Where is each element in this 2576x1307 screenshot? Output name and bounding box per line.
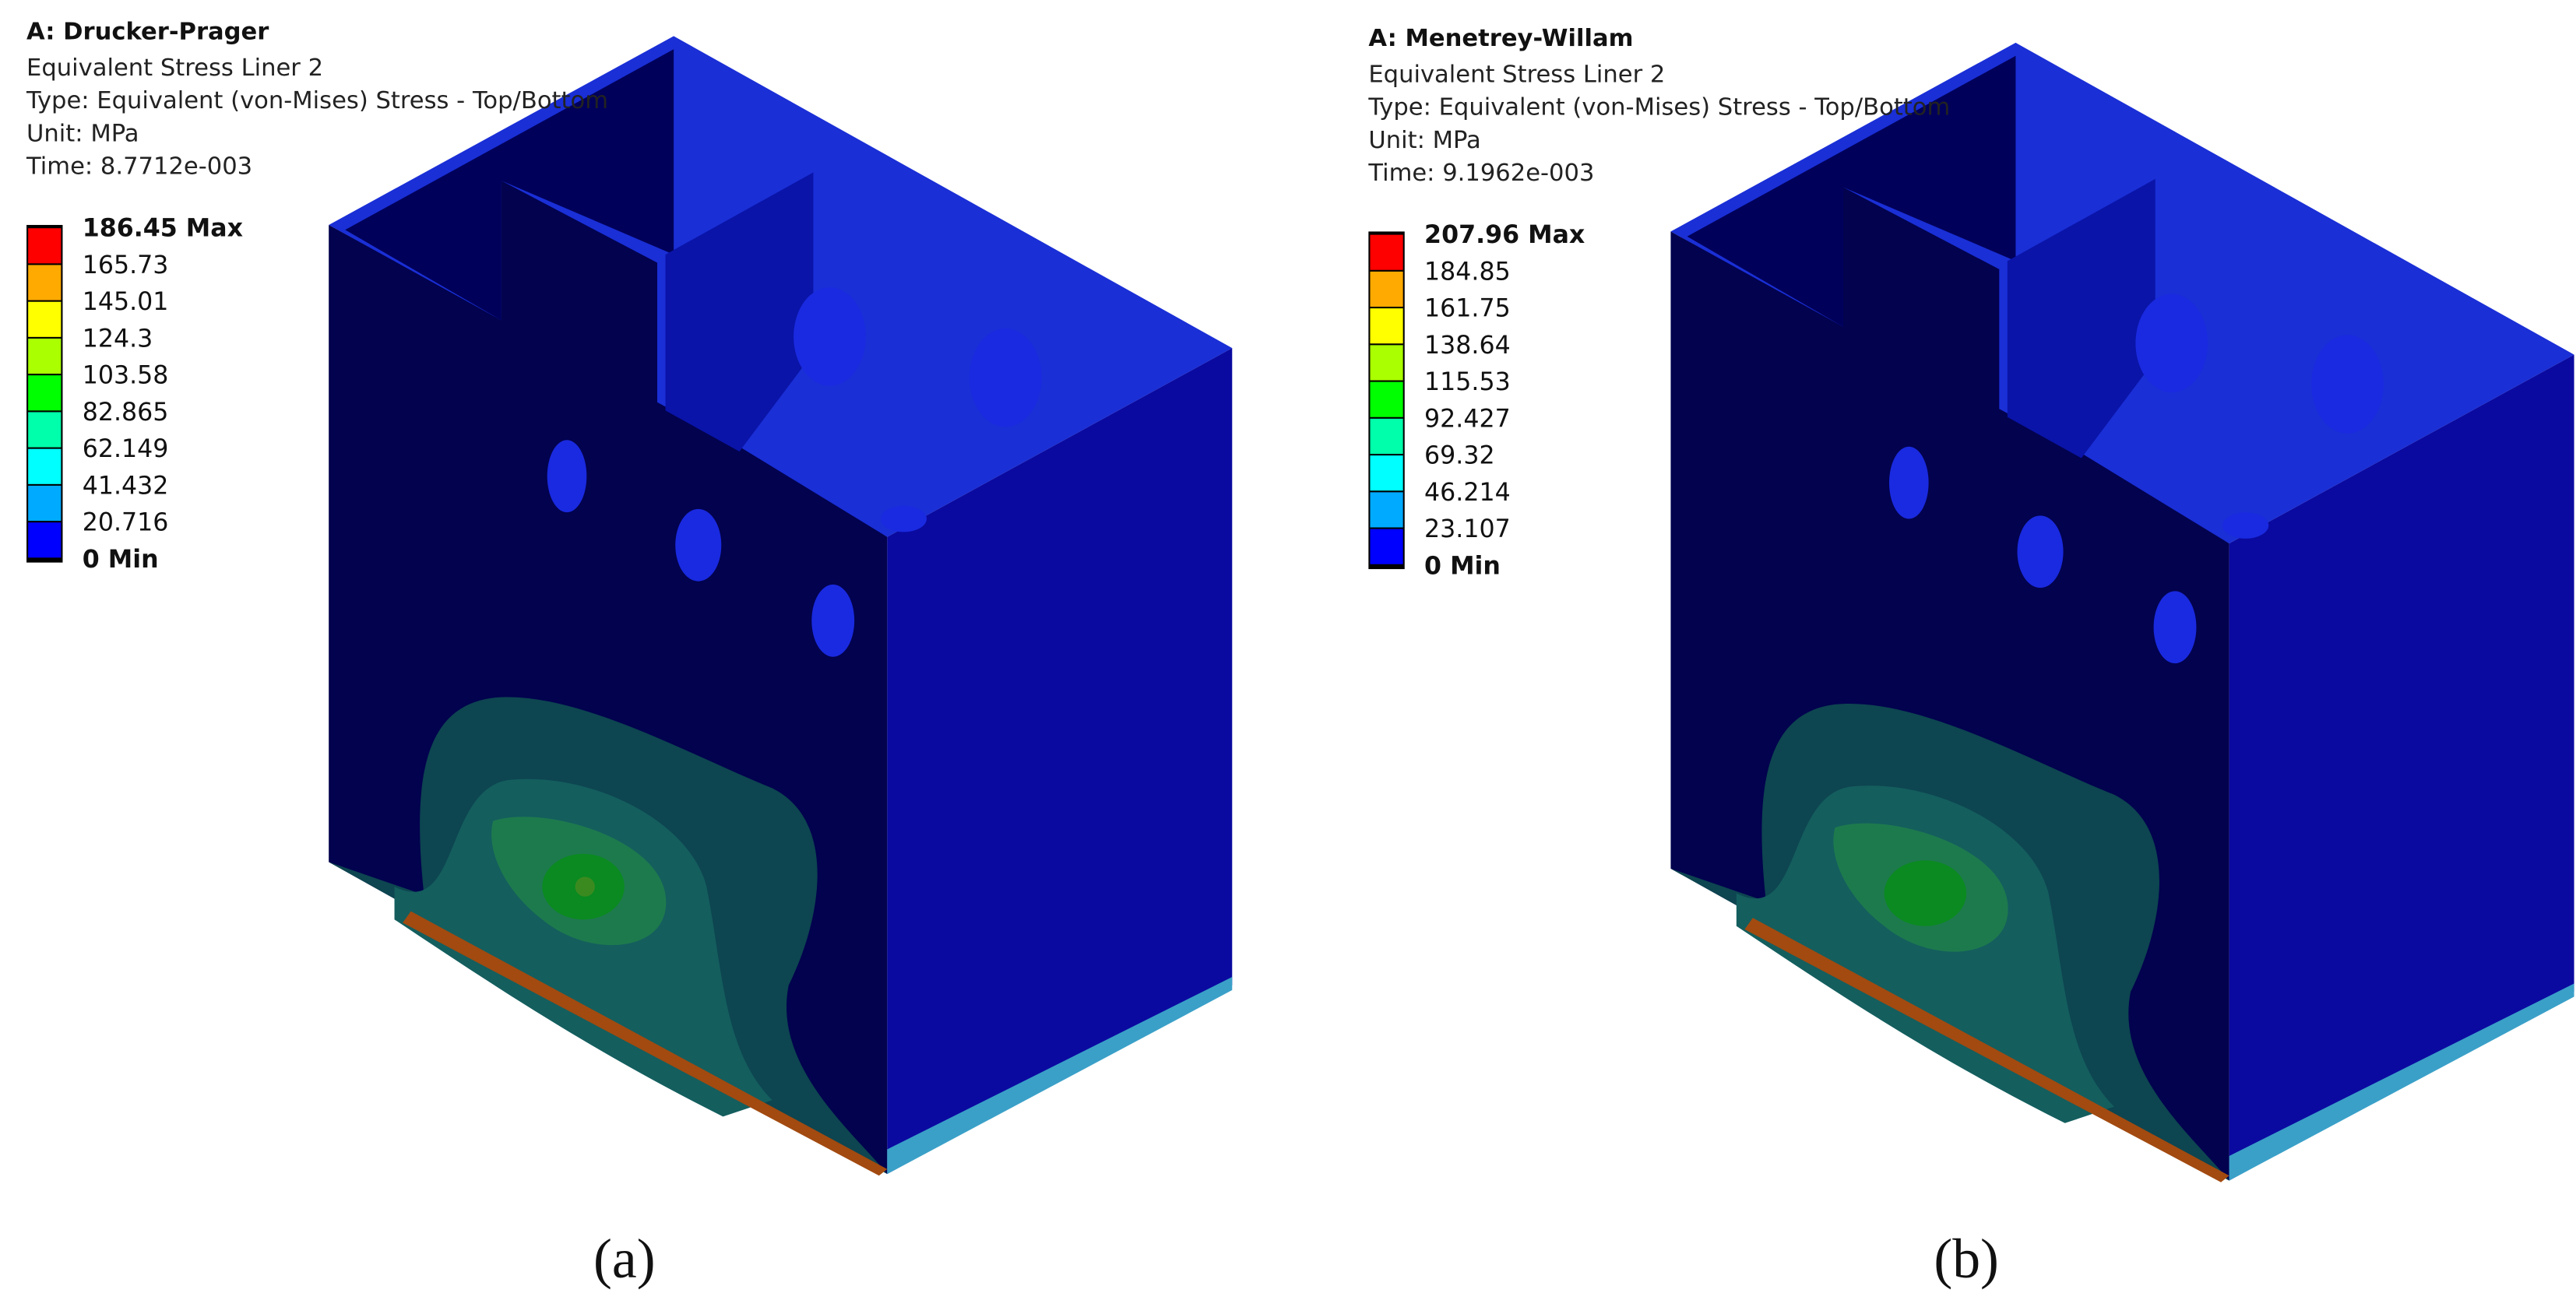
legend-label: 165.73 xyxy=(83,251,169,279)
model-hole xyxy=(547,440,587,513)
legend-swatch xyxy=(28,301,62,337)
model-right-face xyxy=(2229,354,2574,1181)
panel-caption: (b) xyxy=(1934,1228,1999,1290)
legend-swatch xyxy=(28,448,62,484)
legend-label: 0 Min xyxy=(1424,552,1501,580)
legend-label: 82.865 xyxy=(83,399,169,427)
result-info: Type: Equivalent (von-Mises) Stress - To… xyxy=(1367,94,1950,121)
panel-caption: (a) xyxy=(593,1228,656,1290)
model-inner-back xyxy=(345,49,674,321)
legend-label: 46.214 xyxy=(1424,479,1511,507)
result-info: Type: Equivalent (von-Mises) Stress - To… xyxy=(26,87,608,114)
legend-label: 138.64 xyxy=(1424,332,1511,360)
model-hole xyxy=(880,505,927,532)
model-inner-wall xyxy=(2007,178,2155,459)
legend-swatch xyxy=(1370,492,1403,528)
model-right-edge xyxy=(887,977,1233,1175)
legend-swatch xyxy=(1370,271,1403,307)
legend-label: 124.3 xyxy=(83,325,153,353)
panel: A: Drucker-Prager Equivalent Stress Liner… xyxy=(26,19,1233,1290)
model-hole xyxy=(794,287,866,386)
legend-label: 41.432 xyxy=(83,472,169,500)
model-hole xyxy=(1889,446,1929,519)
legend-swatch xyxy=(1370,381,1403,417)
legend-swatch xyxy=(1370,418,1403,455)
legend-swatch xyxy=(28,338,62,374)
model-right-edge xyxy=(2229,983,2574,1181)
result-title: A: Menetrey-Willam xyxy=(1368,25,1633,52)
legend-swatch xyxy=(28,375,62,411)
result-info: Unit: MPa xyxy=(1368,127,1480,154)
model-hole xyxy=(969,328,1042,427)
stress-contour xyxy=(1744,918,2229,1182)
legend-label: 20.716 xyxy=(83,509,169,537)
legend-swatch xyxy=(28,485,62,522)
model-inner-wall xyxy=(665,172,814,452)
result-info: Unit: MPa xyxy=(26,120,139,147)
stress-contour xyxy=(575,877,595,897)
legend-label: 207.96 Max xyxy=(1424,221,1585,249)
stress-contour xyxy=(403,911,888,1176)
legend-label: 161.75 xyxy=(1424,295,1511,323)
result-info: Equivalent Stress Liner 2 xyxy=(26,54,323,82)
model-hole xyxy=(811,584,855,657)
result-title: A: Drucker-Prager xyxy=(26,19,269,46)
model-hole xyxy=(2222,512,2269,539)
legend-label: 115.53 xyxy=(1424,368,1511,396)
model-hole xyxy=(2135,293,2208,393)
legend-label: 62.149 xyxy=(83,435,169,463)
result-info: Time: 8.7712e-003 xyxy=(26,153,252,181)
legend-label: 184.85 xyxy=(1424,258,1511,286)
legend-swatch xyxy=(1370,345,1403,381)
stress-contour xyxy=(1884,860,1967,926)
result-info: Equivalent Stress Liner 2 xyxy=(1368,61,1665,88)
model-inner-back xyxy=(1687,55,2016,327)
legend-swatch xyxy=(28,412,62,448)
stress-contour xyxy=(1736,785,2114,1123)
legend-swatch xyxy=(1370,529,1403,564)
legend-label: 23.107 xyxy=(1424,515,1511,543)
legend-swatch xyxy=(1370,308,1403,344)
model-right-face xyxy=(887,348,1233,1175)
model-hole xyxy=(2153,591,2197,664)
legend-label: 145.01 xyxy=(83,288,169,316)
legend-label: 92.427 xyxy=(1424,405,1511,433)
model-hole xyxy=(675,508,722,581)
legend-label: 69.32 xyxy=(1424,442,1495,470)
legend-label: 0 Min xyxy=(83,546,159,574)
legend-swatch xyxy=(1370,234,1403,270)
model-hole xyxy=(2017,515,2064,589)
panel: A: Menetrey-Willam Equivalent Stress Line… xyxy=(1367,25,2574,1290)
legend-label: 186.45 Max xyxy=(83,215,243,243)
legend-label: 103.58 xyxy=(83,362,169,390)
legend-swatch xyxy=(28,265,62,300)
stress-contour xyxy=(394,778,772,1117)
model-hole xyxy=(2311,335,2384,434)
legend-swatch xyxy=(28,228,62,264)
legend-swatch xyxy=(1370,455,1403,491)
legend-swatch xyxy=(28,522,62,558)
result-info: Time: 9.1962e-003 xyxy=(1367,160,1594,187)
